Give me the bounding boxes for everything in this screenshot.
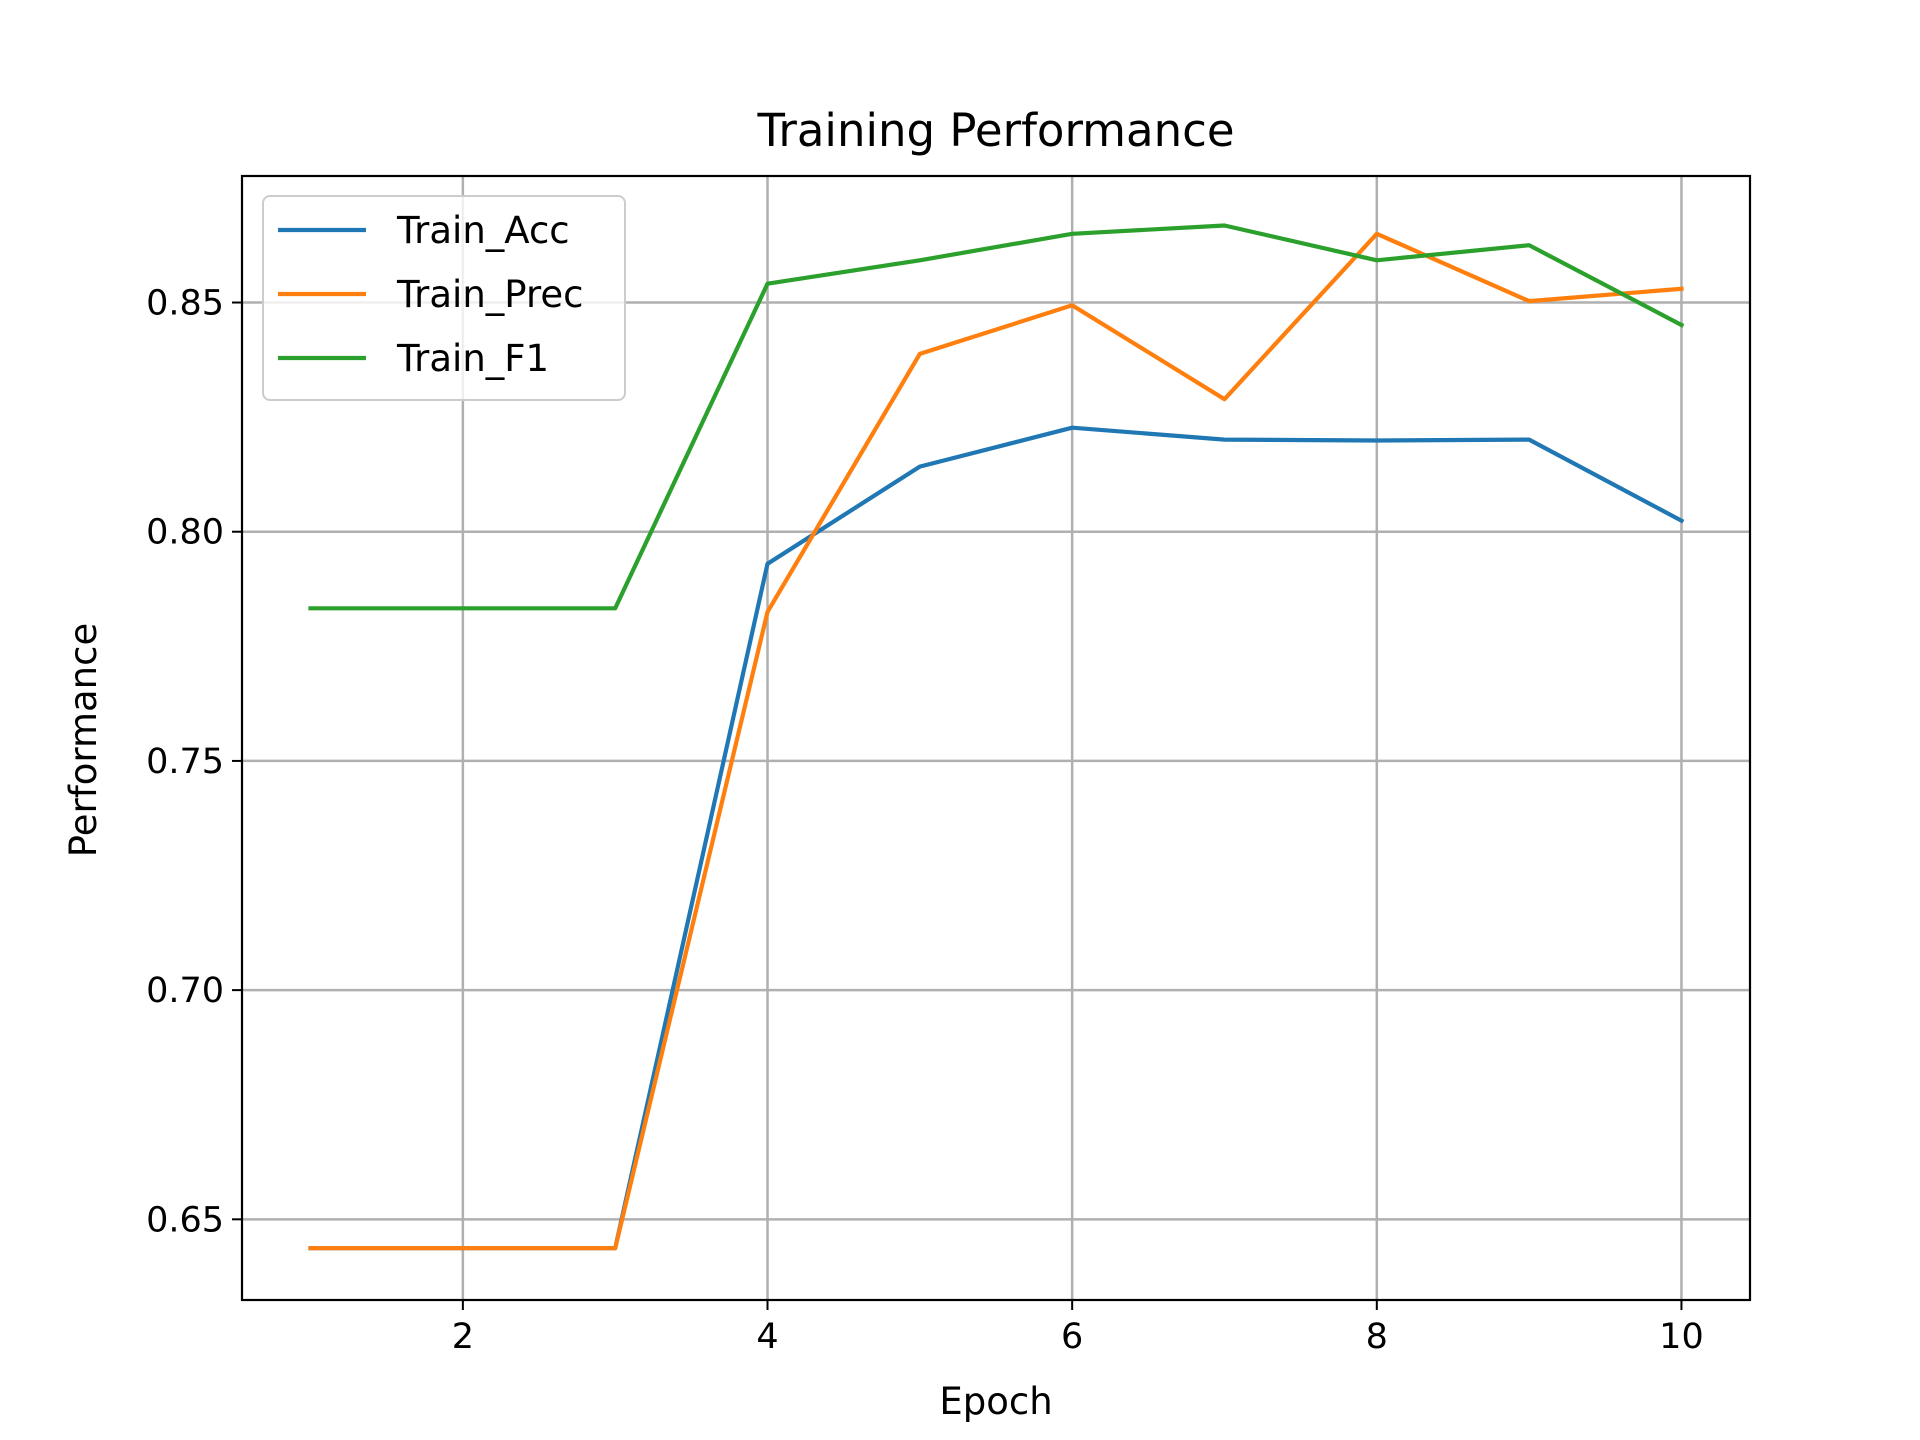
x-tick-label: 4 (756, 1317, 778, 1357)
y-tick-label: 0.70 (146, 971, 224, 1011)
y-tick-label: 0.65 (146, 1200, 224, 1240)
series-lines (308, 223, 1685, 1251)
legend-entry-train-acc: Train_Acc (278, 209, 570, 252)
x-tick-label: 8 (1366, 1317, 1388, 1357)
legend-box (262, 195, 626, 401)
series-line-train-prec (308, 231, 1684, 1251)
legend-label: Train_Acc (396, 209, 570, 252)
y-tick-label: 0.85 (146, 284, 224, 324)
legend-label: Train_F1 (396, 337, 549, 380)
y-tick-label: 0.75 (146, 742, 224, 782)
legend-entry-train-f1: Train_F1 (278, 337, 549, 380)
x-axis-label: Epoch (939, 1380, 1052, 1423)
axis-ticks: 2 4 6 8 10 0.65 0.70 0.75 0.80 0.85 (146, 284, 1704, 1357)
x-tick-label: 6 (1061, 1317, 1083, 1357)
legend-entry-train-prec: Train_Prec (278, 273, 583, 316)
plot-frame (240, 174, 1752, 1302)
y-tick-label: 0.80 (146, 513, 224, 553)
legend-label: Train_Prec (396, 273, 583, 316)
x-tick-label: 2 (452, 1317, 474, 1357)
y-axis-label: Performance (62, 623, 105, 857)
series-line-train-f1 (308, 223, 1685, 611)
x-tick-label: 10 (1659, 1317, 1704, 1357)
grid (242, 176, 1750, 1300)
chart-title: Training Performance (756, 104, 1234, 157)
legend: Train_Acc Train_Prec Train_F1 (262, 195, 626, 401)
